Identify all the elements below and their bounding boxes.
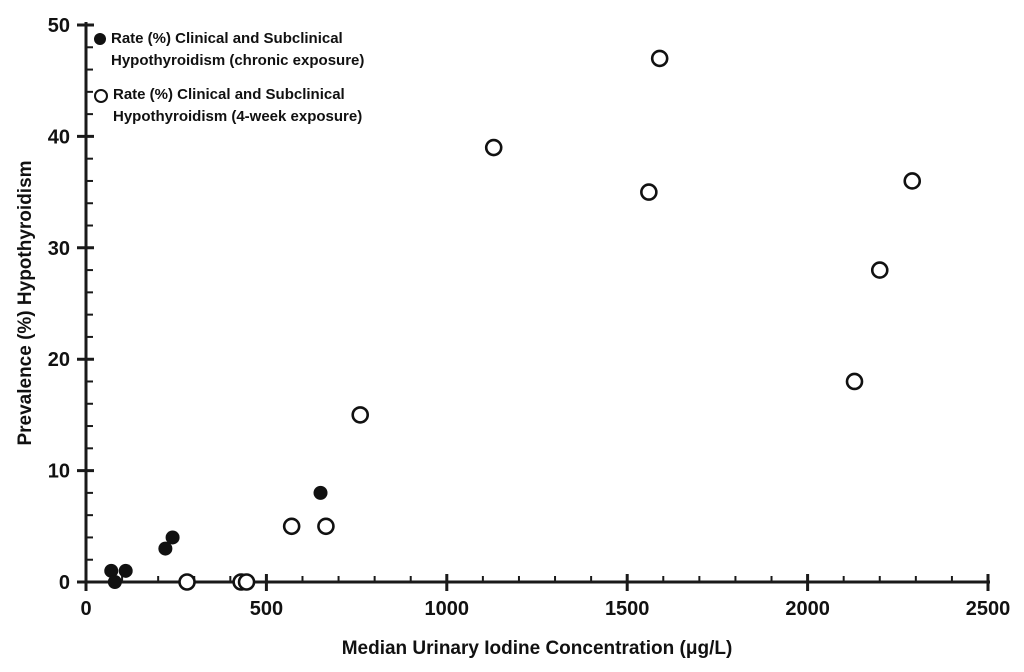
y-axis-title: Prevalence (%) Hypothyroidism — [15, 160, 36, 446]
legend-line: Rate (%) Clinical and Subclinical — [113, 86, 345, 103]
y-tick-label: 40 — [48, 126, 70, 148]
data-point-4week-exposure — [282, 517, 301, 536]
data-point-chronic-exposure — [165, 530, 180, 545]
data-point-chronic-exposure — [158, 541, 173, 556]
data-point-chronic-exposure — [313, 485, 328, 500]
x-axis-title: Median Urinary Iodine Concentration (μg/… — [341, 638, 733, 659]
x-tick-label: 2500 — [966, 598, 1011, 620]
data-point-4week-exposure — [484, 138, 503, 157]
y-tick-label: 50 — [48, 15, 70, 37]
data-point-4week-exposure — [650, 49, 669, 68]
y-tick-label: 20 — [48, 349, 70, 371]
legend-item-4week-exposure: Rate (%) Clinical and Subclinical Hypoth… — [94, 84, 364, 128]
x-tick-label: 2000 — [785, 598, 830, 620]
y-tick-label: 0 — [59, 572, 70, 594]
data-point-4week-exposure — [903, 172, 922, 190]
open-circle-icon — [94, 89, 108, 103]
legend-line: Hypothyroidism (4-week exposure) — [113, 108, 363, 125]
data-point-4week-exposure — [237, 573, 256, 591]
data-point-4week-exposure — [870, 261, 889, 279]
data-point-4week-exposure — [845, 372, 864, 391]
points-layer — [104, 49, 922, 591]
data-point-4week-exposure — [640, 183, 658, 201]
legend-line: Rate (%) Clinical and Subclinical — [111, 30, 343, 47]
filled-circle-icon — [94, 33, 106, 45]
data-point-4week-exposure — [317, 517, 335, 536]
legend-line: Hypothyroidism (chronic exposure) — [111, 52, 365, 69]
data-point-chronic-exposure — [104, 563, 119, 578]
y-tick-label: 30 — [48, 238, 70, 260]
data-point-chronic-exposure — [107, 575, 122, 589]
x-tick-label: 0 — [80, 598, 91, 620]
data-point-4week-exposure — [351, 406, 370, 424]
chart-legend: Rate (%) Clinical and Subclinical Hypoth… — [94, 28, 364, 128]
x-tick-label: 1000 — [425, 598, 470, 620]
legend-item-chronic-exposure: Rate (%) Clinical and Subclinical Hypoth… — [94, 28, 364, 72]
data-point-chronic-exposure — [118, 563, 133, 578]
y-tick-label: 10 — [48, 461, 70, 483]
x-tick-label: 500 — [250, 598, 283, 620]
x-tick-label: 1500 — [605, 598, 650, 620]
data-point-4week-exposure — [178, 573, 196, 591]
